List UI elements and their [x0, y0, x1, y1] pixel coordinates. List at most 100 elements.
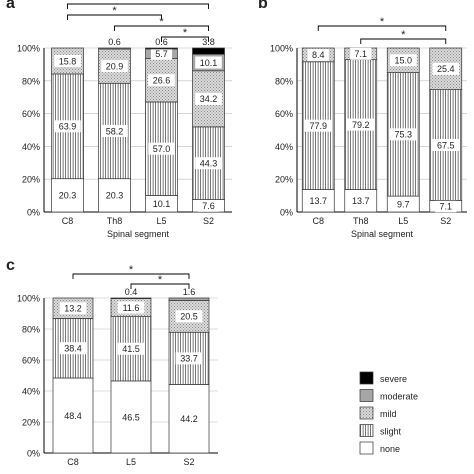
- panel-b-data-label: 25.4: [437, 64, 455, 74]
- panel-letter-c: c: [6, 257, 15, 274]
- panel-b-xtick-label: Th8: [353, 216, 369, 226]
- legend-label-mild: mild: [380, 409, 397, 419]
- panel-a-data-label-box: [148, 197, 175, 210]
- panel-a-significance-star: *: [183, 27, 188, 39]
- panel-b-data-label-box: [307, 48, 329, 61]
- legend-label-slight: slight: [380, 427, 402, 437]
- panel-b-xtick-label: L5: [398, 216, 408, 226]
- panel-a-ytick-label: 40%: [22, 142, 40, 152]
- panel-a-ytick-label: 100%: [17, 44, 40, 54]
- panel-a-chart: 0% 20% 40% 60% 80% 100% 20.3 63.9 15.8 C8 20.3 58.2…: [17, 0, 232, 239]
- panel-c-significance-star: *: [129, 264, 134, 276]
- panel-a-xlabel: Spinal segment: [107, 229, 170, 239]
- panel-b-ytick-label: 60%: [275, 109, 293, 119]
- panel-c-data-label: 11.6: [123, 303, 140, 313]
- panel-c-significance-bracket: [130, 283, 190, 289]
- panel-a-data-label: 44.3: [200, 159, 218, 169]
- legend-label-none: none: [380, 444, 400, 454]
- panel-a-data-label: 5.7: [155, 49, 168, 59]
- panel-b-data-label: 77.9: [309, 121, 327, 131]
- panel-c-chart: 0% 20% 40% 60% 80% 100% 48.4 38.4 13.2 C8 46.5 41.5…: [17, 264, 218, 467]
- panel-c-data-label-box: [59, 409, 87, 422]
- panel-b-data-label-box: [432, 139, 460, 152]
- panel-a-data-label: 20.3: [106, 191, 124, 201]
- panel-a-data-label-above: 0.6: [108, 37, 121, 47]
- panel-a-data-label: 7.6: [202, 201, 215, 211]
- panel-a-bar-moderate: [98, 47, 131, 50]
- panel-b-data-label: 7.1: [439, 201, 452, 211]
- panel-c-data-label: 41.5: [122, 344, 140, 354]
- panel-a-ytick-label: 0%: [27, 208, 40, 218]
- panel-b-significance-star: *: [401, 29, 406, 41]
- panel-a-data-label-box: [54, 189, 81, 202]
- panel-c-data-label-box: [59, 302, 87, 315]
- panel-a-data-label-box: [101, 60, 128, 73]
- panel-c-data-label-box: [117, 410, 145, 423]
- panel-a-data-label: 26.6: [153, 75, 171, 85]
- panel-c-significance-bracket: [72, 273, 190, 279]
- panel-c-significance-star: *: [158, 274, 163, 286]
- legend-label-moderate: moderate: [380, 392, 418, 402]
- panel-b-data-label: 79.2: [352, 120, 370, 130]
- panel-b-ytick-label: 100%: [270, 44, 293, 54]
- panel-a-ytick-label: 60%: [22, 109, 40, 119]
- panel-b-chart: 0% 20% 40% 60% 80% 100% 13.7 77.9 8.4 C8 13.7 79.2 7…: [270, 16, 467, 239]
- panel-b-data-label-box: [435, 200, 457, 213]
- panel-a-significance-bracket: [114, 25, 209, 31]
- panel-c-ytick-label: 40%: [22, 387, 40, 397]
- panel-a-significance-bracket: [67, 3, 209, 9]
- panel-a-xtick-label: L5: [156, 216, 166, 226]
- panel-b-data-label: 7.1: [354, 49, 367, 59]
- panel-c-data-label: 44.2: [180, 414, 198, 424]
- panel-c-data-label-box: [117, 301, 145, 314]
- panel-b-xtick-label: C8: [312, 216, 324, 226]
- panel-a-data-label: 10.1: [200, 58, 218, 68]
- panel-a-data-label: 20.9: [106, 61, 124, 71]
- panel-letter-a: a: [6, 0, 15, 12]
- panel-a-bar-severe: [192, 47, 225, 55]
- panel-c-ytick-label: 60%: [22, 356, 40, 366]
- legend-swatch-none: [359, 441, 374, 455]
- panel-a-data-label-box: [197, 199, 220, 212]
- panel-a-data-label: 10.1: [153, 199, 171, 209]
- legend-swatch-slight: [359, 424, 374, 437]
- panel-a-data-label: 63.9: [59, 122, 77, 132]
- panel-b-data-label-box: [389, 128, 417, 141]
- panel-b-data-label: 15.0: [394, 56, 412, 66]
- panel-c-ytick-label: 100%: [17, 294, 40, 304]
- panel-a-data-label-box: [101, 189, 128, 202]
- panel-c-ytick-label: 80%: [22, 325, 40, 335]
- panel-b-xlabel: Spinal segment: [351, 229, 414, 239]
- panel-c-ytick-label: 20%: [22, 418, 40, 428]
- panel-a-data-label-box: [195, 157, 222, 170]
- panel-a-significance-star: *: [112, 5, 117, 17]
- panel-a-significance-bracket: [161, 36, 209, 42]
- panel-a-data-label: 57.0: [153, 144, 171, 154]
- panel-b-significance-bracket: [317, 25, 447, 31]
- panel-c-data-label-above: 0.4: [125, 287, 138, 297]
- panel-c-data-label: 48.4: [64, 411, 82, 421]
- panel-a-data-label-box: [54, 120, 81, 133]
- panel-b-data-label: 8.4: [312, 50, 325, 60]
- panel-a-data-label: 58.2: [106, 126, 124, 136]
- panel-b-data-label: 13.7: [352, 196, 370, 206]
- panel-b-data-label: 13.7: [309, 196, 327, 206]
- panel-a-significance-star: *: [136, 0, 141, 6]
- legend-swatch-mild: [359, 406, 374, 420]
- panel-c-xtick-label: L5: [126, 457, 136, 467]
- panel-letter-b: b: [258, 0, 268, 12]
- panel-a-ytick-label: 20%: [22, 175, 40, 185]
- panel-c-xtick-label: C8: [67, 457, 79, 467]
- panel-c-data-label: 38.4: [64, 344, 82, 354]
- panel-c-data-label-box: [59, 342, 87, 355]
- panel-a-xtick-label: C8: [62, 216, 74, 226]
- panel-b-ytick-label: 20%: [275, 175, 293, 185]
- panel-a-xtick-label: Th8: [107, 216, 123, 226]
- panel-c-ytick-label: 0%: [27, 449, 40, 459]
- panel-b-data-label: 67.5: [437, 140, 455, 150]
- panel-c-bar-moderate: [110, 297, 152, 299]
- panel-b-data-label: 75.3: [394, 130, 412, 140]
- panel-a-ytick-label: 80%: [22, 76, 40, 86]
- panel-c-data-label: 33.7: [180, 354, 198, 364]
- panel-a-data-label-box: [101, 124, 128, 137]
